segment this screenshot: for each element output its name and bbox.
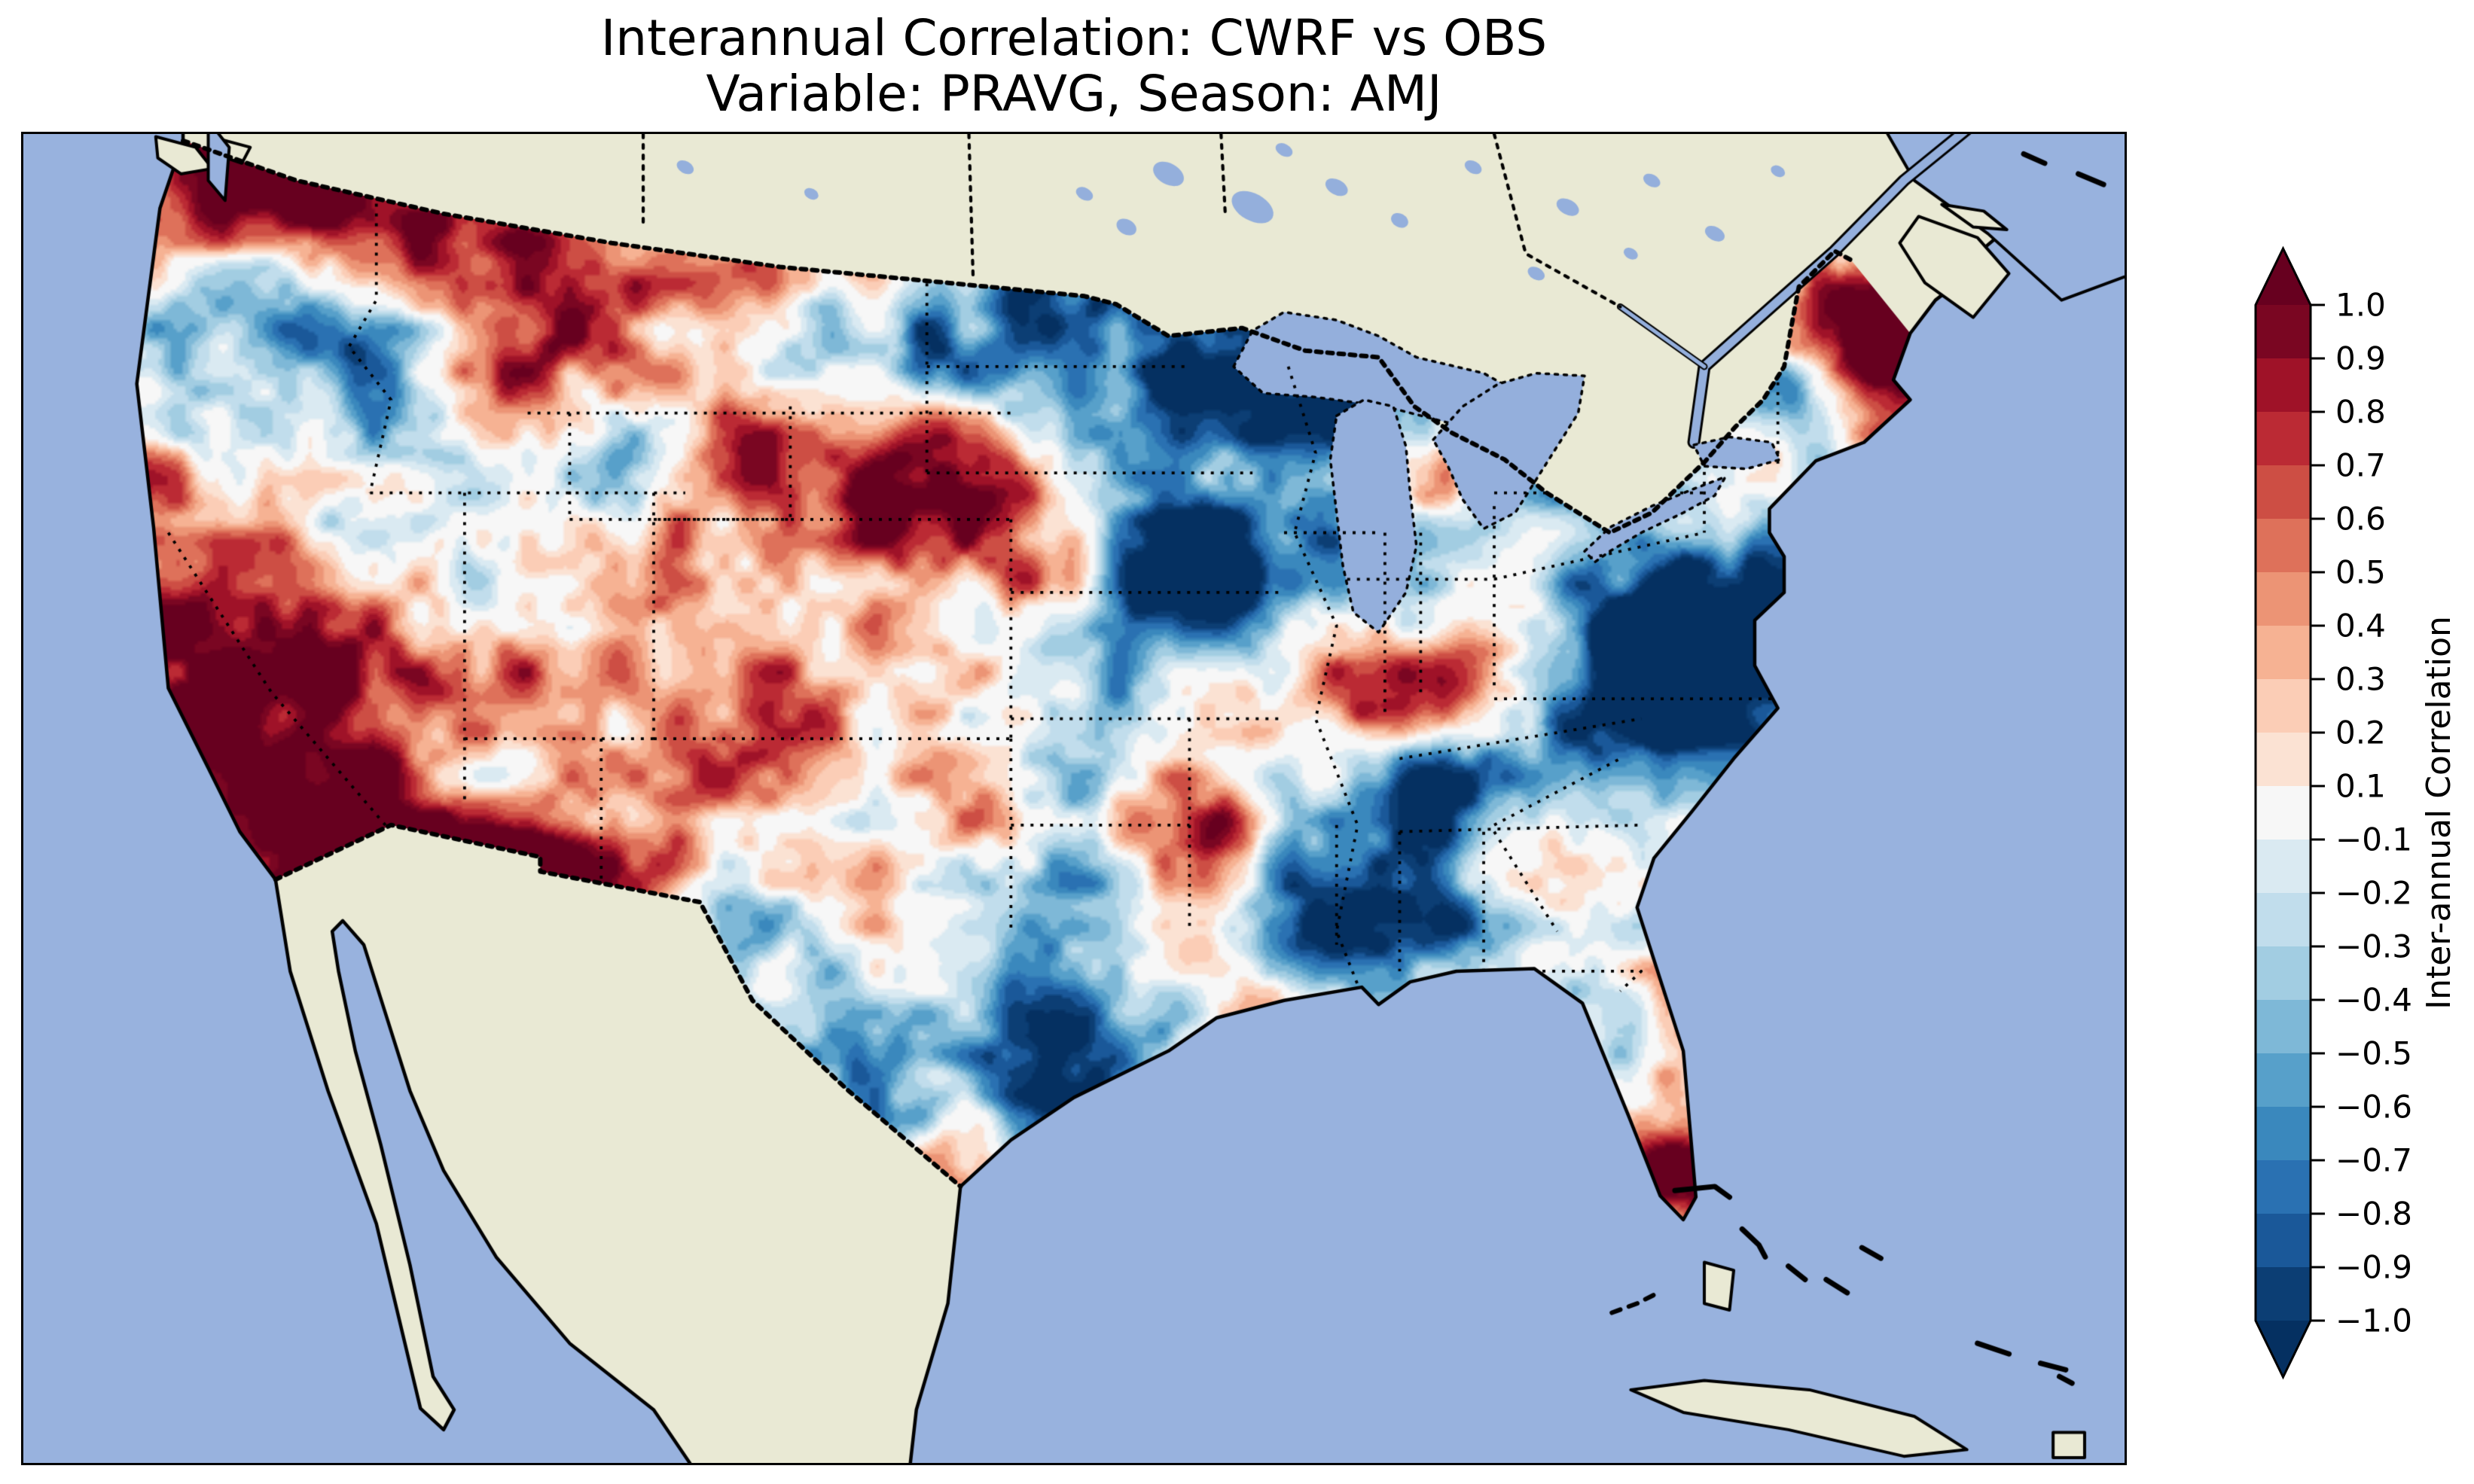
map-canvas — [23, 134, 2125, 1463]
colorbar-tick-label: 0.2 — [2335, 715, 2386, 751]
colorbar-band — [2256, 305, 2311, 359]
colorbar-band — [2256, 465, 2311, 520]
colorbar-tick-label: −0.5 — [2335, 1035, 2412, 1072]
map-frame — [21, 132, 2127, 1465]
colorbar-band — [2256, 946, 2311, 1001]
colorbar-extend-low — [2256, 1321, 2311, 1377]
colorbar-band — [2256, 1000, 2311, 1054]
colorbar-tick-label: −0.7 — [2335, 1142, 2412, 1179]
colorbar-tick-label: 0.9 — [2335, 340, 2386, 377]
colorbar-tick-label: 0.5 — [2335, 554, 2386, 591]
colorbar-tick-label: 0.8 — [2335, 394, 2386, 431]
colorbar-band — [2256, 840, 2311, 894]
colorbar-band — [2256, 412, 2311, 466]
colorbar-tick-label: −0.9 — [2335, 1249, 2412, 1286]
title-line-1: Interannual Correlation: CWRF vs OBS — [600, 9, 1548, 67]
figure-title: Interannual Correlation: CWRF vs OBS Var… — [21, 11, 2127, 122]
title-line-2: Variable: PRAVG, Season: AMJ — [706, 65, 1442, 123]
colorbar-tick-label: 0.1 — [2335, 768, 2386, 805]
colorbar-extend-high — [2256, 248, 2311, 305]
colorbar-band — [2256, 572, 2311, 626]
colorbar-band — [2256, 626, 2311, 680]
colorbar-band — [2256, 358, 2311, 413]
colorbar-tick-label: −0.2 — [2335, 875, 2412, 912]
colorbar-tick-label: 1.0 — [2335, 287, 2386, 324]
colorbar: 1.0 0.9 0.8 0.7 0.6 0.5 0.4 0.3 0.2 0.1 −0.1 −0.2 −0… — [2254, 245, 2458, 1380]
colorbar-tick-label: −0.6 — [2335, 1089, 2412, 1126]
colorbar-tick-label: −0.3 — [2335, 928, 2412, 965]
colorbar-band — [2256, 519, 2311, 573]
colorbar-tick-label: −0.4 — [2335, 982, 2412, 1019]
colorbar-band — [2256, 679, 2311, 733]
colorbar-tick-label: −0.1 — [2335, 821, 2412, 858]
colorbar-band — [2256, 1160, 2311, 1214]
colorbar-band — [2256, 786, 2311, 840]
colorbar-tick-label: 0.4 — [2335, 608, 2386, 644]
colorbar-band — [2256, 733, 2311, 787]
colorbar-band — [2256, 1214, 2311, 1268]
colorbar-tick-label: 0.7 — [2335, 447, 2386, 484]
colorbar-tick-label: 0.6 — [2335, 501, 2386, 538]
colorbar-band — [2256, 1107, 2311, 1161]
colorbar-axis-label: Inter-annual Correlation — [2420, 616, 2458, 1010]
colorbar-band — [2256, 1267, 2311, 1321]
colorbar-tick-label: −1.0 — [2335, 1303, 2412, 1339]
colorbar-band — [2256, 1053, 2311, 1108]
colorbar-tick-label: 0.3 — [2335, 661, 2386, 698]
colorbar-tick-label: −0.8 — [2335, 1196, 2412, 1233]
colorbar-band — [2256, 893, 2311, 947]
